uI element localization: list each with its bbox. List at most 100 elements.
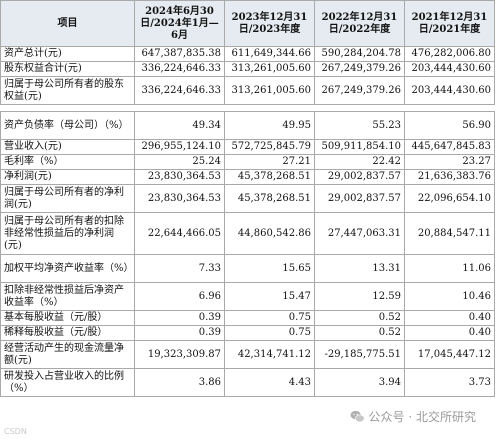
watermark-text: 公众号 · 北交所研究 bbox=[368, 410, 476, 424]
row-label: 净利润(元) bbox=[0, 169, 135, 185]
cell-value: 611,649,344.66 bbox=[224, 46, 315, 62]
cell-value: 4.43 bbox=[224, 368, 315, 397]
cell-value: 25.24 bbox=[134, 154, 225, 170]
row-label: 归属于母公司所有者的股东权益(元) bbox=[0, 76, 135, 105]
cell-value: -29,185,775.51 bbox=[314, 340, 405, 369]
cell-value: 509,911,854.10 bbox=[314, 139, 405, 155]
table-row: 基本每股收益（元/股） 0.39 0.75 0.52 0.40 bbox=[0, 310, 495, 326]
cell-value: 21,636,383.76 bbox=[404, 169, 495, 185]
table-row: 资产负债率（母公司）（%） 49.34 49.95 55.23 56.90 bbox=[0, 111, 495, 140]
header-period-2023: 2023年12月31日/2023年度 bbox=[224, 0, 315, 47]
cell-value: 0.40 bbox=[404, 325, 495, 341]
cell-value: 29,002,837.57 bbox=[314, 169, 405, 185]
cell-value: 44,860,542.86 bbox=[224, 212, 315, 255]
watermark: 公众号 · 北交所研究 bbox=[350, 408, 476, 425]
cell-value: 0.39 bbox=[134, 310, 225, 326]
row-label: 股东权益合计(元) bbox=[0, 61, 135, 77]
row-label: 资产负债率（母公司）（%） bbox=[0, 111, 135, 140]
table-row: 归属于母公司所有者的净利润(元) 23,830,364.53 45,378,26… bbox=[0, 184, 495, 213]
header-period-2021: 2021年12月31日/2021年度 bbox=[404, 0, 495, 47]
table-row: 营业收入(元) 296,955,124.10 572,725,845.79 50… bbox=[0, 139, 495, 155]
table-row: 经营活动产生的现金流量净额(元) 19,323,309.87 42,314,74… bbox=[0, 340, 495, 369]
cell-value: 27.21 bbox=[224, 154, 315, 170]
cell-value: 0.52 bbox=[314, 325, 405, 341]
table-row: 股东权益合计(元) 336,224,646.33 313,261,005.60 … bbox=[0, 61, 495, 77]
table-row: 稀释每股收益（元/股） 0.39 0.75 0.52 0.40 bbox=[0, 325, 495, 341]
table-row: 归属于母公司所有者的扣除非经常性损益后的净利润(元) 22,644,466.05… bbox=[0, 212, 495, 255]
cell-value: 313,261,005.60 bbox=[224, 61, 315, 77]
row-label: 基本每股收益（元/股） bbox=[0, 310, 135, 326]
row-label: 毛利率（%） bbox=[0, 154, 135, 170]
cell-value: 29,002,837.57 bbox=[314, 184, 405, 213]
financial-data-table: 项目 2024年6月30日/2024年1月—6月 2023年12月31日/202… bbox=[0, 0, 495, 397]
cell-value: 22,096,654.10 bbox=[404, 184, 495, 213]
table-row: 扣除非经常性损益后净资产收益率（%） 6.96 15.47 12.59 10.4… bbox=[0, 282, 495, 311]
cell-value: 590,284,204.78 bbox=[314, 46, 405, 62]
corner-watermark: CSDN bbox=[4, 427, 27, 436]
cell-value: 56.90 bbox=[404, 111, 495, 140]
row-label: 研发投入占营业收入的比例（%） bbox=[0, 368, 135, 397]
cell-value: 10.46 bbox=[404, 282, 495, 311]
cell-value: 49.34 bbox=[134, 111, 225, 140]
cell-value: 55.23 bbox=[314, 111, 405, 140]
cell-value: 23,830,364.53 bbox=[134, 184, 225, 213]
row-label: 稀释每股收益（元/股） bbox=[0, 325, 135, 341]
cell-value: 49.95 bbox=[224, 111, 315, 140]
cell-value: 0.75 bbox=[224, 310, 315, 326]
cell-value: 23,830,364.53 bbox=[134, 169, 225, 185]
row-label: 营业收入(元) bbox=[0, 139, 135, 155]
cell-value: 476,282,006.80 bbox=[404, 46, 495, 62]
cell-value: 313,261,005.60 bbox=[224, 76, 315, 105]
cell-value: 267,249,379.26 bbox=[314, 76, 405, 105]
cell-value: 0.75 bbox=[224, 325, 315, 341]
cell-value: 45,378,268.51 bbox=[224, 169, 315, 185]
header-period-2022: 2022年12月31日/2022年度 bbox=[314, 0, 405, 47]
wechat-icon bbox=[350, 410, 365, 423]
cell-value: 22.42 bbox=[314, 154, 405, 170]
cell-value: 45,378,268.51 bbox=[224, 184, 315, 213]
cell-value: 22,644,466.05 bbox=[134, 212, 225, 255]
cell-value: 7.33 bbox=[134, 254, 225, 283]
header-item: 项目 bbox=[0, 0, 135, 47]
cell-value: 336,224,646.33 bbox=[134, 61, 225, 77]
cell-value: 0.40 bbox=[404, 310, 495, 326]
cell-value: 11.06 bbox=[404, 254, 495, 283]
cell-value: 23.27 bbox=[404, 154, 495, 170]
cell-value: 15.65 bbox=[224, 254, 315, 283]
table-row: 加权平均净资产收益率（%） 7.33 15.65 13.31 11.06 bbox=[0, 254, 495, 283]
row-label: 加权平均净资产收益率（%） bbox=[0, 254, 135, 283]
cell-value: 0.39 bbox=[134, 325, 225, 341]
cell-value: 203,444,430.60 bbox=[404, 61, 495, 77]
cell-value: 27,447,063.31 bbox=[314, 212, 405, 255]
cell-value: 42,314,741.12 bbox=[224, 340, 315, 369]
cell-value: 13.31 bbox=[314, 254, 405, 283]
table-row: 毛利率（%） 25.24 27.21 22.42 23.27 bbox=[0, 154, 495, 170]
row-label: 扣除非经常性损益后净资产收益率（%） bbox=[0, 282, 135, 311]
cell-value: 3.73 bbox=[404, 368, 495, 397]
cell-value: 445,647,845.83 bbox=[404, 139, 495, 155]
row-label: 归属于母公司所有者的扣除非经常性损益后的净利润(元) bbox=[0, 212, 135, 255]
header-period-2024h1: 2024年6月30日/2024年1月—6月 bbox=[134, 0, 225, 47]
cell-value: 17,045,447.12 bbox=[404, 340, 495, 369]
cell-value: 296,955,124.10 bbox=[134, 139, 225, 155]
table-row: 研发投入占营业收入的比例（%） 3.86 4.43 3.94 3.73 bbox=[0, 368, 495, 397]
table-row: 归属于母公司所有者的股东权益(元) 336,224,646.33 313,261… bbox=[0, 76, 495, 105]
row-label: 经营活动产生的现金流量净额(元) bbox=[0, 340, 135, 369]
table-row: 资产总计(元) 647,387,835.38 611,649,344.66 59… bbox=[0, 46, 495, 62]
cell-value: 267,249,379.26 bbox=[314, 61, 405, 77]
table-row: 净利润(元) 23,830,364.53 45,378,268.51 29,00… bbox=[0, 169, 495, 185]
section-spacer bbox=[0, 104, 495, 112]
cell-value: 19,323,309.87 bbox=[134, 340, 225, 369]
cell-value: 572,725,845.79 bbox=[224, 139, 315, 155]
cell-value: 3.86 bbox=[134, 368, 225, 397]
cell-value: 203,444,430.60 bbox=[404, 76, 495, 105]
table-header-row: 项目 2024年6月30日/2024年1月—6月 2023年12月31日/202… bbox=[0, 0, 495, 47]
cell-value: 12.59 bbox=[314, 282, 405, 311]
cell-value: 0.52 bbox=[314, 310, 405, 326]
row-label: 归属于母公司所有者的净利润(元) bbox=[0, 184, 135, 213]
cell-value: 336,224,646.33 bbox=[134, 76, 225, 105]
cell-value: 15.47 bbox=[224, 282, 315, 311]
cell-value: 3.94 bbox=[314, 368, 405, 397]
row-label: 资产总计(元) bbox=[0, 46, 135, 62]
cell-value: 20,884,547.11 bbox=[404, 212, 495, 255]
